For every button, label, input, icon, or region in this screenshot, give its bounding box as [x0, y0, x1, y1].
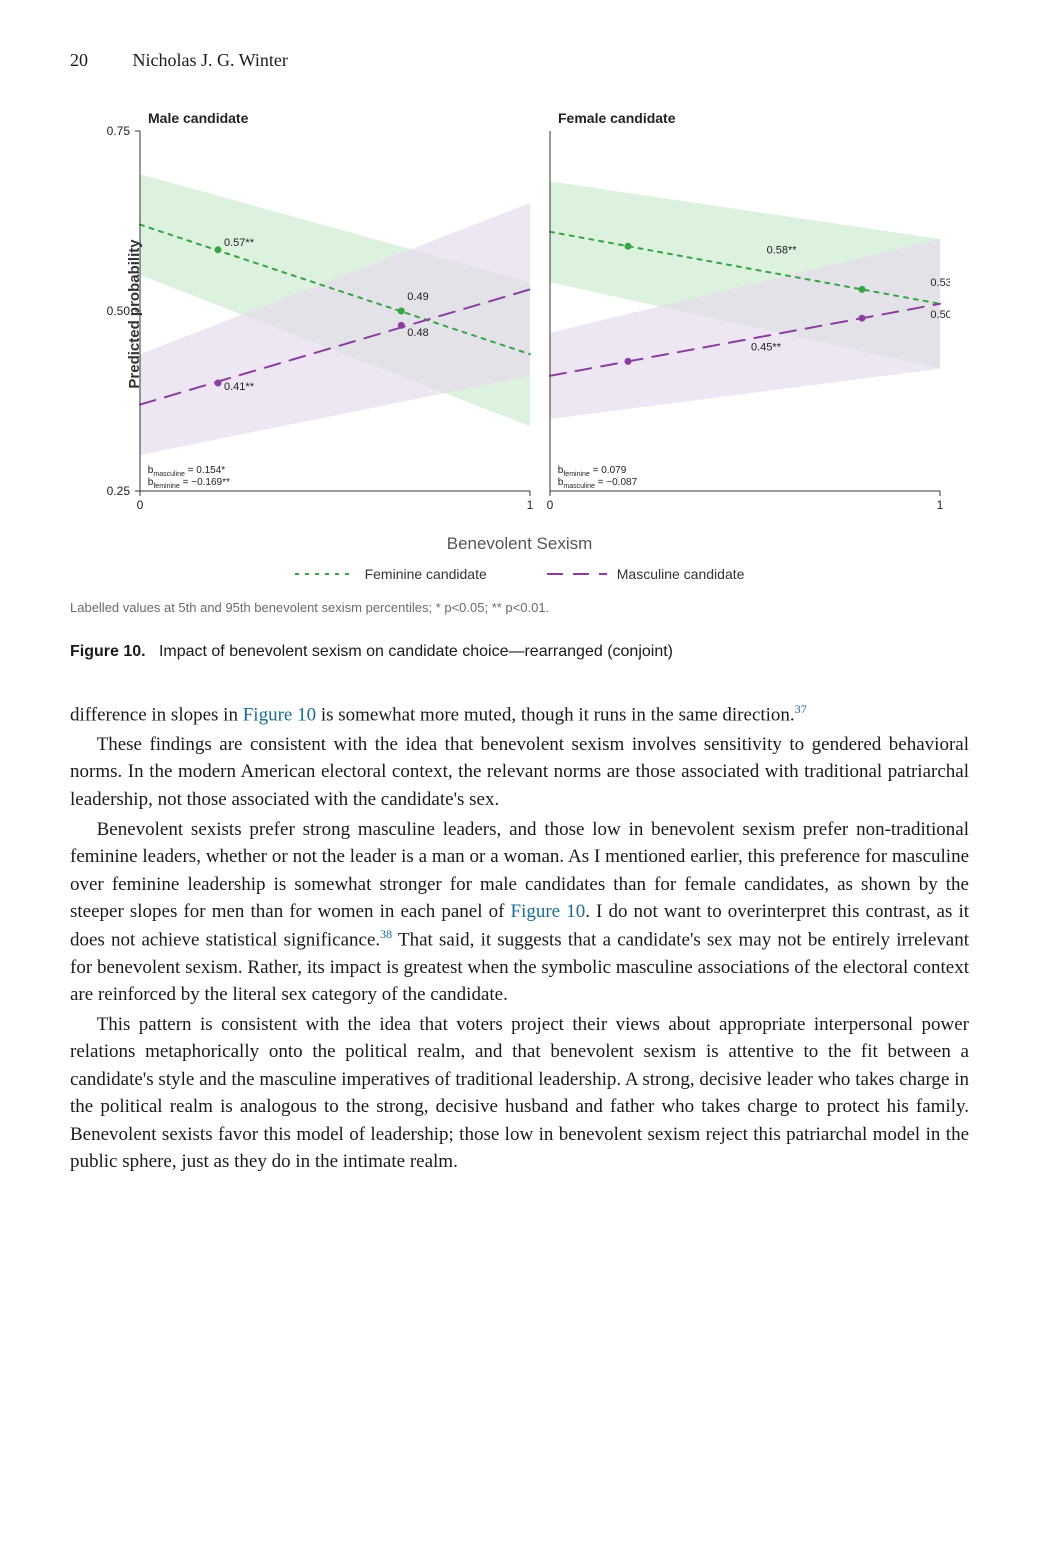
page-header: 20 Nicholas J. G. Winter — [70, 50, 969, 71]
svg-text:0.45**: 0.45** — [751, 342, 782, 354]
svg-text:0.58**: 0.58** — [767, 244, 798, 256]
figure-caption: Figure 10. Impact of benevolent sexism o… — [70, 643, 969, 661]
body-text: difference in slopes in Figure 10 is som… — [70, 701, 969, 1176]
legend-item: Feminine candidate — [295, 566, 487, 582]
footnote-ref-37[interactable]: 37 — [795, 702, 807, 716]
svg-text:0.57**: 0.57** — [224, 237, 255, 249]
figure-10: Predicted probability Male candidate 0.57… — [70, 101, 969, 661]
figure-ref-link[interactable]: Figure 10 — [511, 901, 586, 922]
figure-caption-label: Figure 10. — [70, 643, 146, 660]
svg-text:0.75: 0.75 — [107, 124, 131, 138]
svg-text:0.48: 0.48 — [407, 327, 428, 339]
figure-footnote: Labelled values at 5th and 95th benevole… — [70, 600, 969, 615]
author-name: Nicholas J. G. Winter — [133, 50, 288, 70]
x-axis-label: Benevolent Sexism — [70, 534, 969, 554]
y-axis-label: Predicted probability — [126, 239, 143, 388]
chart-svg: Male candidate 0.57** 0.48 0.41** 0.49 0.25 0.… — [70, 101, 950, 521]
svg-text:bfeminine = 0.079: bfeminine = 0.079 — [558, 465, 627, 478]
svg-text:0.25: 0.25 — [107, 484, 131, 498]
legend-label: Masculine candidate — [617, 566, 745, 582]
svg-text:1: 1 — [937, 498, 944, 512]
page-number: 20 — [70, 50, 88, 71]
svg-text:bmasculine = −0.087: bmasculine = −0.087 — [558, 477, 638, 490]
svg-text:bfeminine = −0.169**: bfeminine = −0.169** — [148, 477, 230, 490]
para-3: Benevolent sexists prefer strong masculi… — [70, 816, 969, 1009]
svg-text:Female candidate: Female candidate — [558, 110, 676, 126]
svg-text:bmasculine = 0.154*: bmasculine = 0.154* — [148, 465, 225, 478]
footnote-ref-38[interactable]: 38 — [380, 927, 392, 941]
svg-text:0.53: 0.53 — [930, 277, 950, 289]
svg-text:1: 1 — [527, 498, 534, 512]
svg-text:Male candidate: Male candidate — [148, 110, 249, 126]
legend-item: Masculine candidate — [547, 566, 745, 582]
legend: Feminine candidate Masculine candidate — [70, 566, 969, 582]
figure-caption-text: Impact of benevolent sexism on candidate… — [159, 643, 673, 660]
svg-text:0.41**: 0.41** — [224, 381, 255, 393]
svg-text:0.50: 0.50 — [930, 309, 950, 321]
para-1: difference in slopes in Figure 10 is som… — [70, 701, 969, 729]
svg-text:0: 0 — [137, 498, 144, 512]
para-2: These findings are consistent with the i… — [70, 731, 969, 814]
para-4: This pattern is consistent with the idea… — [70, 1011, 969, 1176]
svg-text:0.49: 0.49 — [407, 291, 428, 303]
legend-label: Feminine candidate — [365, 566, 487, 582]
svg-text:0: 0 — [547, 498, 554, 512]
figure-ref-link[interactable]: Figure 10 — [243, 704, 316, 725]
